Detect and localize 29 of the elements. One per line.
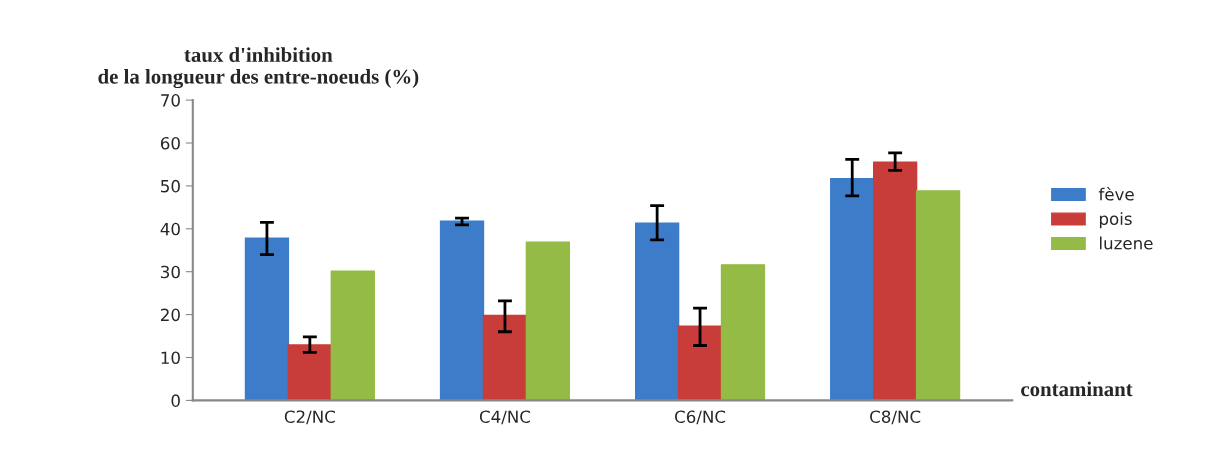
y-tick-label: 70: [161, 94, 180, 107]
bar: [287, 344, 333, 401]
bar: [720, 264, 766, 401]
y-tick-label: 60: [160, 136, 180, 150]
y-tick-label: 10: [161, 351, 180, 365]
bar: [872, 161, 918, 401]
bar: [439, 220, 485, 401]
y-tick-label: 40: [160, 222, 180, 236]
x-tick-label: C2/NC: [284, 410, 335, 425]
bar: [830, 177, 875, 401]
y-axis-title: taux d'inhibition de la longueur des entre-noeuds (%): [98, 47, 419, 89]
x-axis-title: contaminant: [1021, 381, 1133, 397]
y-tick-label: 0: [171, 394, 180, 407]
x-tick-label: C6/NC: [675, 410, 726, 425]
bar: [244, 237, 290, 401]
bar: [677, 325, 723, 401]
y-tick-label: 50: [161, 179, 180, 193]
y-tick-label: 30: [161, 265, 180, 279]
bar: [482, 314, 528, 401]
legend-label: pois: [1099, 212, 1132, 229]
bar: [915, 190, 961, 401]
bar: [634, 222, 680, 401]
legend-label: luzene: [1100, 236, 1153, 250]
bar: [330, 270, 375, 401]
y-tick-label: 20: [161, 308, 180, 322]
bar: [525, 241, 571, 401]
legend-label: fève: [1098, 187, 1134, 201]
x-tick-label: C4/NC: [479, 410, 531, 425]
x-tick-label: C8/NC: [870, 410, 921, 425]
